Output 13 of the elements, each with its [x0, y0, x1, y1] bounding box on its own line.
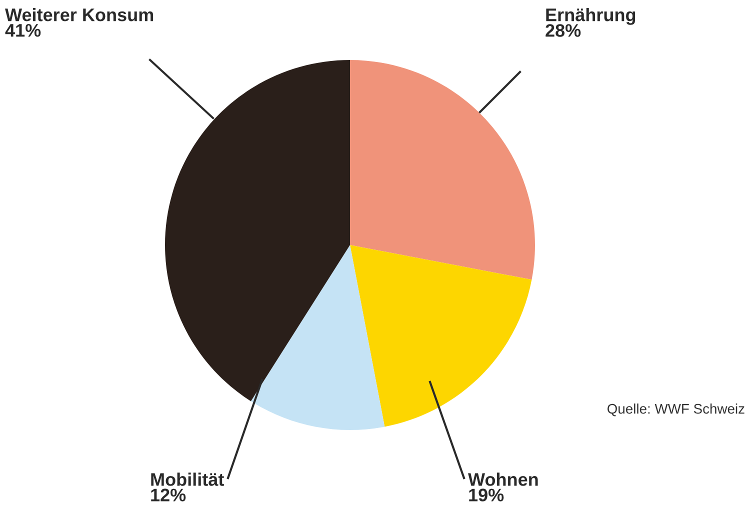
pie-slice: [350, 60, 535, 280]
pie-slice: [350, 245, 532, 427]
data-label: 41%: [5, 24, 41, 37]
slice-label: Wohnen: [468, 472, 538, 486]
data-label: 28%: [546, 24, 581, 37]
pie-slice: [165, 60, 350, 402]
pie-slice: [250, 245, 385, 430]
slice-label: Ernährung: [546, 8, 636, 25]
slice-label: Weiterer Konsum: [5, 8, 154, 22]
data-label: 12%: [151, 488, 186, 502]
data-label: 19%: [469, 488, 504, 502]
source-note: Quelle: WWF Schweiz: [608, 404, 744, 416]
slice-label: Mobilität: [151, 472, 224, 486]
